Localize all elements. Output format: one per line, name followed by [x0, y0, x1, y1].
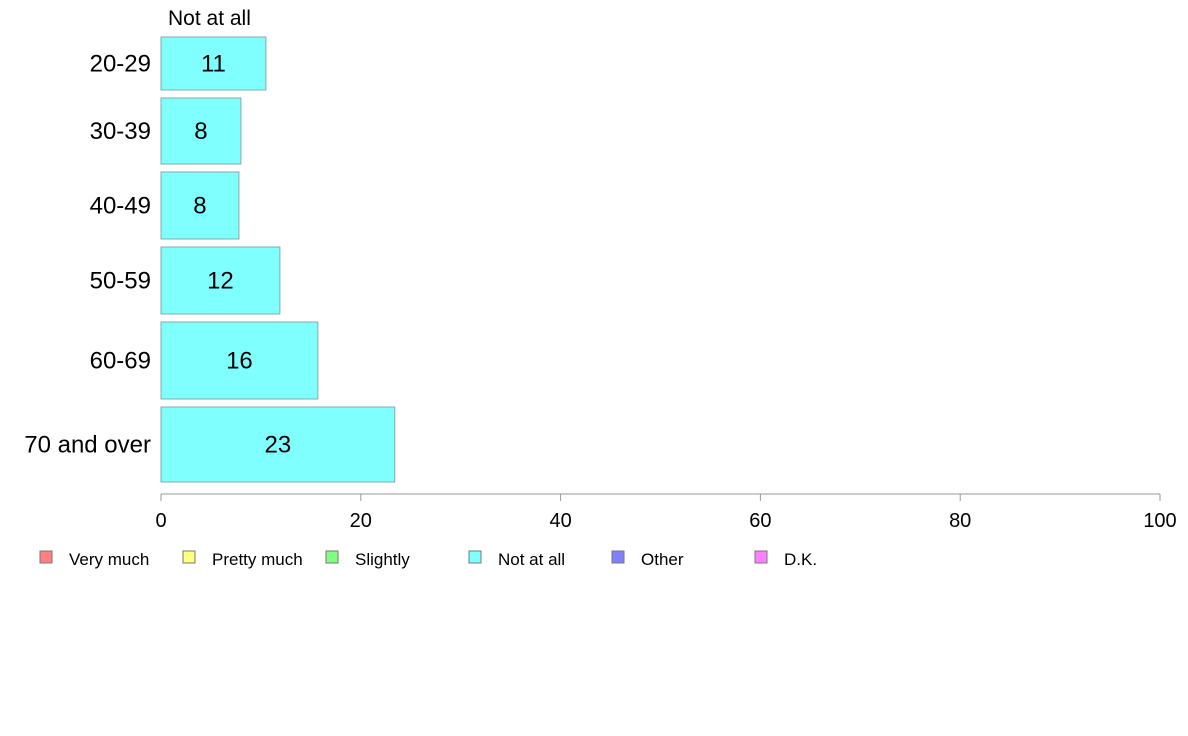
bar: [160, 246, 281, 315]
bar: [160, 97, 242, 165]
value-label: 12: [207, 268, 234, 295]
legend-label: D.K.: [784, 550, 817, 569]
legend: Very much Pretty much Slightly Not at all Ot…: [39, 550, 817, 569]
bar: [160, 406, 396, 483]
bar: [160, 36, 267, 91]
category-label: 30-39: [90, 118, 151, 145]
legend-swatch: [611, 550, 625, 564]
value-label: 23: [265, 432, 292, 459]
value-label: 8: [194, 118, 207, 145]
x-tick-label: 40: [549, 510, 571, 532]
category-label: 60-69: [90, 348, 151, 375]
category-label: 40-49: [90, 193, 151, 220]
x-tick-label: 100: [1143, 510, 1176, 532]
legend-swatch: [182, 550, 196, 564]
legend-label: Not at all: [498, 550, 565, 569]
series-header: Not at all: [168, 7, 251, 30]
category-label: 50-59: [90, 268, 151, 295]
legend-swatch: [39, 550, 53, 564]
legend-label: Slightly: [355, 550, 410, 569]
x-tick-label: 20: [350, 510, 372, 532]
value-label: 8: [193, 193, 206, 220]
x-tick-label: 80: [949, 510, 971, 532]
bars-layer: 11 20-29 8 30-39 8 40-49 12 50-59 16 60-69 23 70 an…: [24, 36, 396, 483]
value-label: 11: [201, 51, 226, 78]
x-axis: 0 20 40 60 80 100: [155, 493, 1177, 532]
category-label: 70 and over: [24, 432, 151, 459]
legend-swatch: [754, 550, 768, 564]
legend-swatch: [325, 550, 339, 564]
legend-label: Very much: [69, 550, 149, 569]
legend-swatch: [468, 550, 482, 564]
x-tick-label: 0: [155, 510, 166, 532]
legend-label: Other: [641, 550, 684, 569]
bar: [160, 321, 319, 400]
bar: [160, 171, 240, 240]
category-label: 20-29: [90, 51, 151, 78]
legend-label: Pretty much: [212, 550, 303, 569]
value-label: 16: [226, 348, 253, 375]
x-tick-label: 60: [749, 510, 771, 532]
